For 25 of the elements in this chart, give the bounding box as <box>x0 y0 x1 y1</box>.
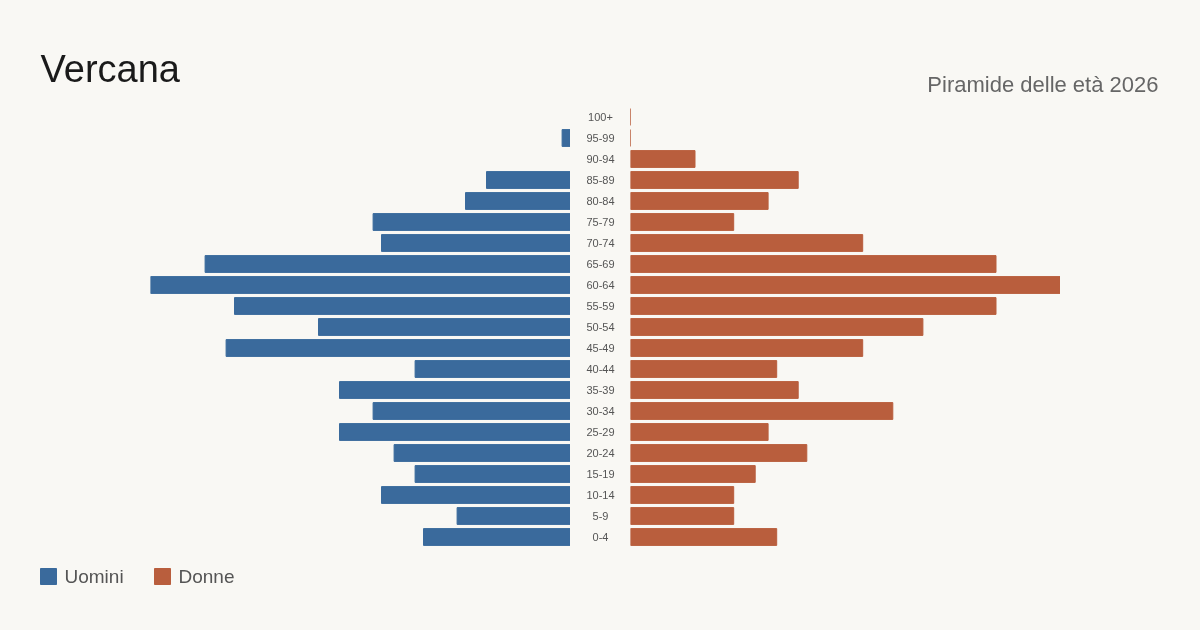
y-tick-label: 40-44 <box>586 363 615 375</box>
y-tick-label: 90-94 <box>586 153 615 165</box>
y-tick-label: 85-89 <box>586 174 615 186</box>
chart-title: Vercana <box>40 47 181 90</box>
legend-label: Uomini <box>64 566 124 587</box>
y-tick-label: 55-59 <box>586 300 615 312</box>
y-tick-label: 95-99 <box>586 132 615 144</box>
y-tick-label: 35-39 <box>586 384 615 396</box>
legend-label: Donne <box>178 566 235 587</box>
y-tick-label: 10-14 <box>586 489 615 501</box>
y-tick-label: 0-4 <box>592 531 609 543</box>
chart-subtitle: Piramide delle età 2026 <box>927 72 1159 97</box>
y-tick-label: 75-79 <box>586 216 615 228</box>
y-tick-label: 45-49 <box>586 342 615 354</box>
y-tick-label: 15-19 <box>586 468 615 480</box>
y-tick-label: 20-24 <box>586 447 615 459</box>
y-tick-label: 5-9 <box>592 510 609 522</box>
y-tick-label: 50-54 <box>586 321 615 333</box>
y-tick-label: 30-34 <box>586 405 615 417</box>
y-tick-label: 70-74 <box>586 237 615 249</box>
y-tick-label: 25-29 <box>586 426 615 438</box>
y-tick-label: 60-64 <box>586 279 615 291</box>
y-tick-label: 100+ <box>588 111 613 123</box>
y-tick-label: 80-84 <box>586 195 615 207</box>
y-tick-label: 65-69 <box>586 258 615 270</box>
